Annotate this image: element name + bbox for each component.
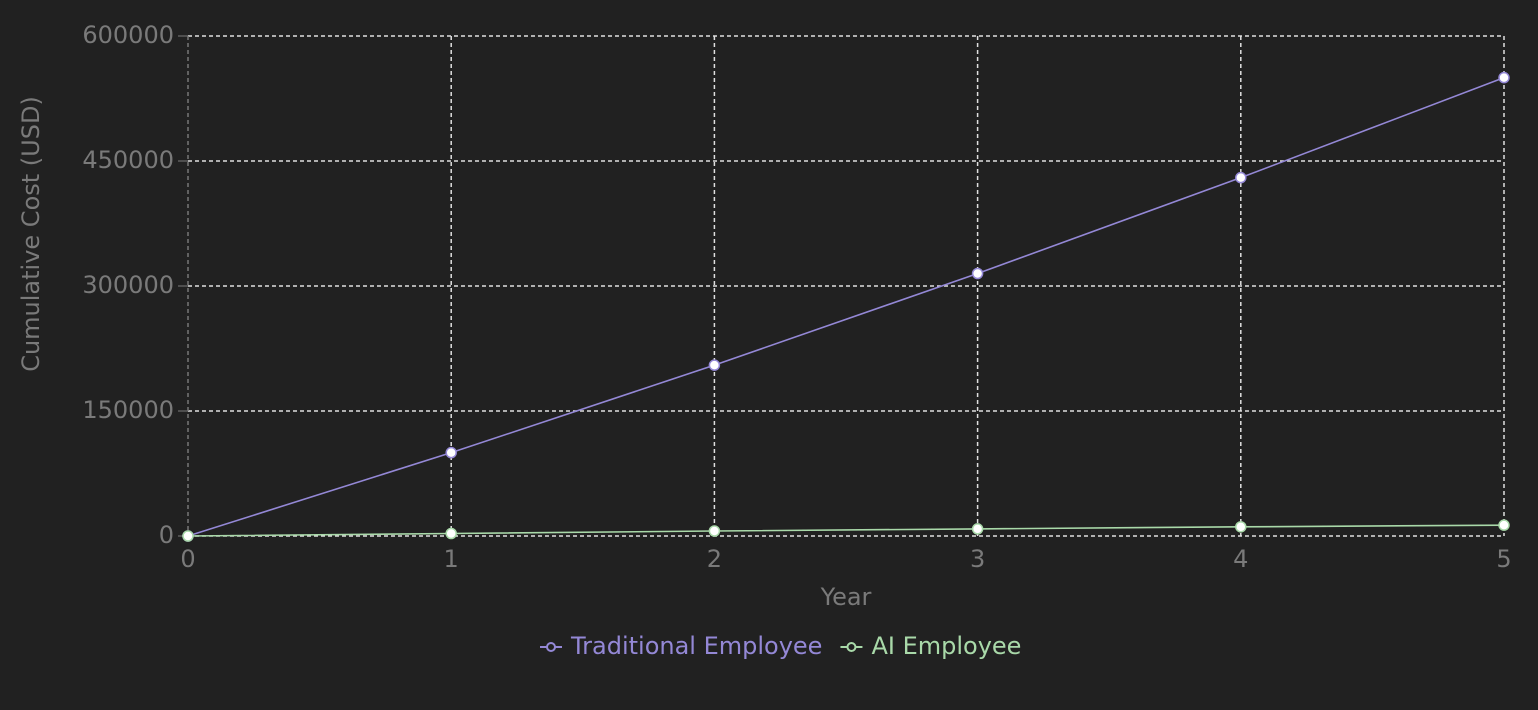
- y-tick-label: 0: [159, 521, 174, 549]
- x-tick-label: 0: [180, 545, 195, 573]
- x-tick-label: 5: [1496, 545, 1511, 573]
- data-point: [182, 530, 194, 542]
- x-tick-label: 4: [1233, 545, 1248, 573]
- legend-icon: [846, 642, 857, 652]
- y-tick-label: 300000: [82, 271, 174, 299]
- data-point: [1235, 521, 1247, 533]
- legend-label[interactable]: AI Employee: [871, 632, 1021, 660]
- y-tick-label: 450000: [82, 146, 174, 174]
- series-line: [187, 76, 1505, 537]
- data-point: [1498, 71, 1510, 84]
- data-point: [971, 523, 984, 535]
- legend-icon: [546, 642, 556, 652]
- x-axis-label: Year: [820, 583, 872, 611]
- y-tick-label: 150000: [82, 396, 174, 424]
- data-point: [1235, 171, 1247, 184]
- y-axis-label: Cumulative Cost (USD): [17, 96, 45, 372]
- data-point: [971, 267, 984, 280]
- data-point: [445, 527, 457, 540]
- data-point: [1498, 519, 1510, 531]
- x-tick-label: 2: [707, 545, 722, 573]
- x-tick-label: 3: [970, 545, 985, 573]
- y-tick-label: 600000: [82, 21, 174, 49]
- data-point: [445, 446, 457, 459]
- data-point: [708, 525, 721, 537]
- data-point: [708, 359, 721, 371]
- legend-label[interactable]: Traditional Employee: [570, 632, 822, 660]
- x-tick-label: 1: [444, 545, 459, 573]
- series-line: [187, 524, 1505, 537]
